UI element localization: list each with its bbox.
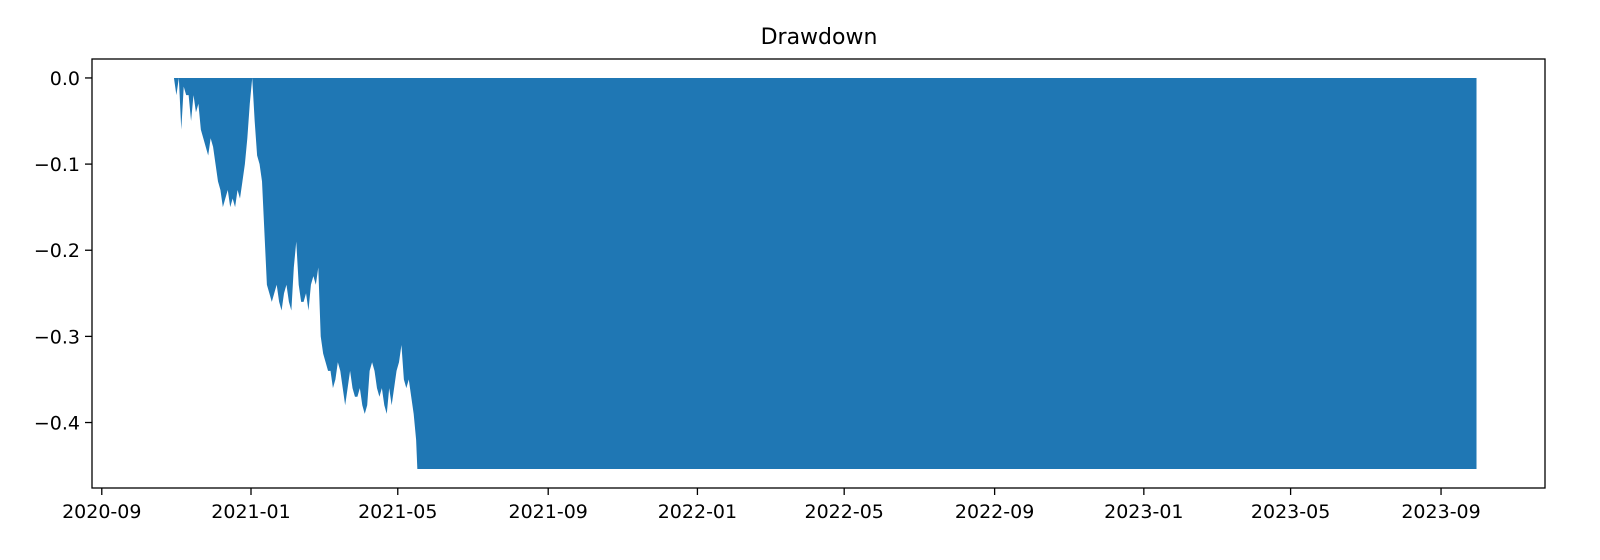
y-tick-label: 0.0 <box>50 68 80 90</box>
x-tick-label: 2023-05 <box>1251 501 1330 523</box>
x-tick-label: 2023-09 <box>1401 501 1480 523</box>
chart-title: Drawdown <box>761 25 878 50</box>
y-tick-label: −0.4 <box>34 413 80 435</box>
y-tick-label: −0.3 <box>34 326 80 348</box>
drawdown-area-0 <box>173 77 1477 470</box>
x-tick-label: 2021-05 <box>358 501 437 523</box>
x-tick-label: 2023-01 <box>1104 501 1183 523</box>
x-tick-label: 2022-01 <box>658 501 737 523</box>
x-tick-label: 2021-09 <box>509 501 588 523</box>
x-tick-label: 2020-09 <box>62 501 141 523</box>
y-tick-label: −0.1 <box>34 154 80 176</box>
x-tick-label: 2022-05 <box>804 501 883 523</box>
x-tick-label: 2021-01 <box>211 501 290 523</box>
plot-frame <box>91 58 1546 489</box>
y-tick-label: −0.2 <box>34 240 80 262</box>
x-tick-label: 2022-09 <box>955 501 1034 523</box>
